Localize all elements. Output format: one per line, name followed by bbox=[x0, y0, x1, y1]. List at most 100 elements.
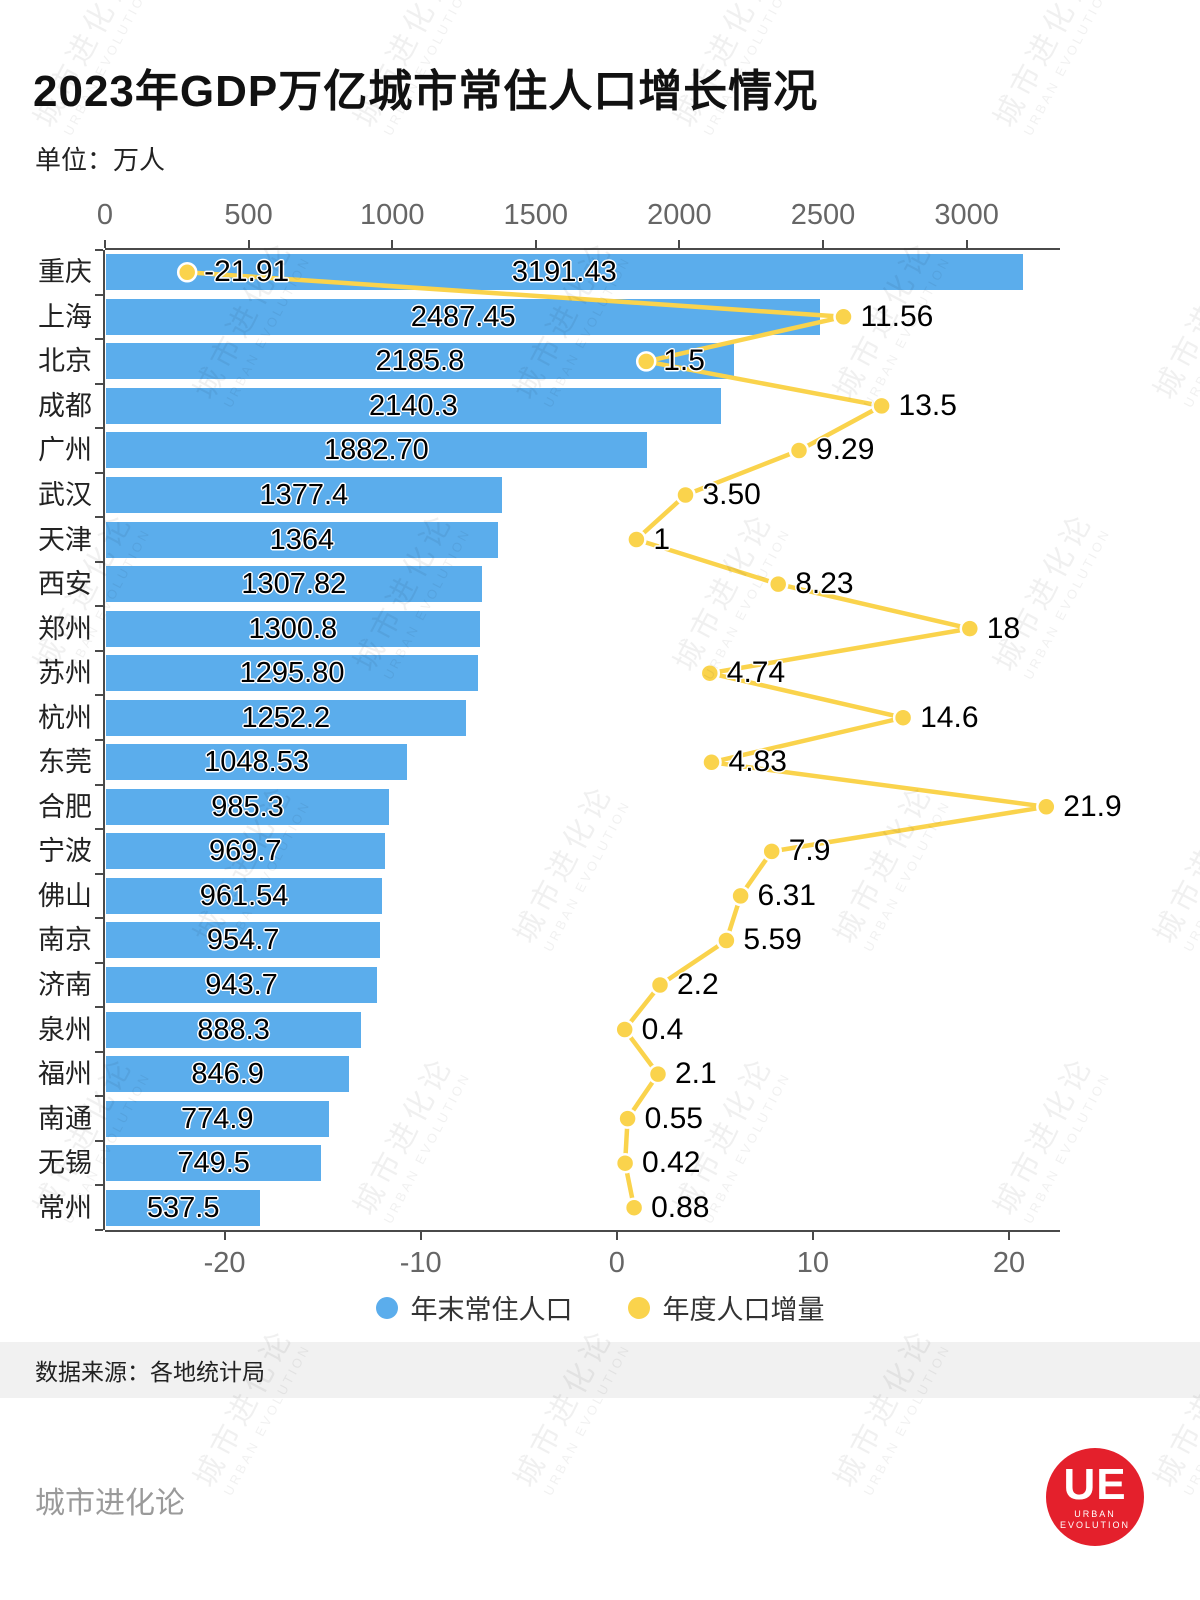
growth-value-label: 2.2 bbox=[676, 968, 719, 1001]
left-axis-tick bbox=[95, 1184, 103, 1187]
category-label: 泉州 bbox=[38, 1014, 92, 1045]
ue-logo: UE URBAN EVOLUTION bbox=[1046, 1448, 1144, 1546]
growth-point bbox=[959, 618, 981, 639]
left-axis-tick bbox=[95, 293, 103, 296]
top-axis-tick bbox=[247, 240, 250, 248]
bottom-axis-tick bbox=[1008, 1232, 1010, 1240]
growth-point bbox=[716, 930, 737, 951]
left-axis-tick bbox=[95, 605, 103, 608]
growth-value-label: 11.56 bbox=[860, 299, 934, 333]
top-axis-tick-label: 1000 bbox=[359, 199, 425, 231]
bottom-axis-tick bbox=[615, 1232, 618, 1240]
population-bar bbox=[106, 877, 383, 914]
line-series-swatch bbox=[627, 1296, 650, 1319]
population-bar bbox=[106, 833, 385, 870]
population-bar-value: 846.9 bbox=[191, 1058, 264, 1091]
population-bar-value: 985.3 bbox=[211, 790, 284, 823]
population-bar-value: 888.3 bbox=[197, 1013, 270, 1046]
population-bar bbox=[106, 254, 1023, 291]
legend-item-growth: 年度人口增量 bbox=[627, 1288, 825, 1327]
category-label: 东莞 bbox=[38, 747, 92, 778]
data-source: 数据来源：各地统计局 bbox=[35, 1359, 265, 1385]
left-axis-tick bbox=[95, 694, 103, 697]
left-axis-tick bbox=[95, 961, 103, 964]
population-bar-value: 2185.8 bbox=[375, 345, 465, 378]
legend-item-population: 年末常住人口 bbox=[375, 1288, 573, 1327]
population-bar bbox=[106, 788, 389, 825]
growth-value-label: 21.9 bbox=[1063, 789, 1122, 823]
category-label: 南通 bbox=[38, 1103, 92, 1134]
growth-point bbox=[730, 885, 751, 907]
growth-point bbox=[761, 841, 782, 862]
population-bar bbox=[106, 1189, 261, 1226]
category-label: 西安 bbox=[38, 569, 92, 600]
growth-point bbox=[614, 1019, 635, 1040]
growth-value-label: -21.91 bbox=[204, 255, 290, 289]
population-bar-value: 954.7 bbox=[206, 924, 280, 957]
growth-point bbox=[617, 1108, 638, 1129]
bar-series-swatch bbox=[375, 1296, 398, 1319]
top-axis-tick-label: 2500 bbox=[790, 199, 856, 231]
category-label: 宁波 bbox=[38, 836, 92, 867]
top-axis-tick bbox=[391, 240, 394, 248]
population-bar-value: 2140.3 bbox=[369, 389, 458, 422]
population-bar-value: 774.9 bbox=[180, 1102, 254, 1135]
population-bar-value: 1295.80 bbox=[239, 657, 345, 690]
unit-label: 单位：万人 bbox=[35, 145, 166, 175]
population-bar-value: 749.5 bbox=[177, 1147, 250, 1180]
population-bar-value: 3191.43 bbox=[511, 256, 617, 289]
population-bar-value: 1364 bbox=[269, 523, 335, 556]
bottom-axis-tick bbox=[223, 1232, 226, 1240]
category-label: 杭州 bbox=[38, 702, 92, 733]
category-label: 济南 bbox=[38, 970, 92, 1000]
left-axis-tick bbox=[95, 560, 103, 563]
growth-point bbox=[767, 573, 789, 595]
population-bar-value: 1882.70 bbox=[323, 434, 429, 467]
growth-point bbox=[647, 1063, 669, 1085]
growth-point bbox=[699, 662, 721, 684]
growth-point bbox=[788, 440, 810, 461]
growth-point bbox=[1036, 796, 1057, 818]
left-axis-tick bbox=[95, 783, 103, 786]
growth-value-label: 0.88 bbox=[651, 1190, 710, 1224]
left-axis-tick bbox=[95, 828, 103, 831]
left-axis-tick bbox=[95, 427, 103, 430]
population-bar bbox=[106, 521, 498, 558]
bottom-axis-tick-label: 20 bbox=[992, 1247, 1026, 1279]
left-axis-tick bbox=[95, 249, 103, 251]
top-axis-tick bbox=[822, 240, 825, 248]
population-bar bbox=[106, 1011, 362, 1048]
growth-value-label: 9.29 bbox=[815, 433, 875, 467]
category-label: 天津 bbox=[38, 524, 92, 555]
category-label: 重庆 bbox=[38, 257, 92, 288]
growth-point bbox=[614, 1152, 636, 1174]
footer-brand: 城市进化论 bbox=[35, 1487, 185, 1520]
growth-point bbox=[892, 707, 914, 728]
left-axis-tick bbox=[95, 649, 103, 652]
top-axis-line bbox=[105, 248, 1060, 250]
left-axis-line bbox=[103, 250, 105, 1230]
growth-point bbox=[623, 1197, 645, 1218]
growth-value-label: 8.23 bbox=[795, 567, 854, 601]
growth-value-label: 1 bbox=[653, 522, 671, 556]
bottom-axis-tick-label: 10 bbox=[796, 1247, 830, 1279]
category-label: 合肥 bbox=[38, 791, 92, 822]
growth-value-label: 7.9 bbox=[788, 834, 831, 868]
category-label: 福州 bbox=[38, 1059, 92, 1090]
top-axis-tick-label: 1500 bbox=[503, 199, 569, 231]
population-bar bbox=[106, 1145, 322, 1182]
left-axis-tick bbox=[95, 1139, 103, 1142]
growth-value-label: 13.5 bbox=[898, 388, 957, 422]
growth-point bbox=[649, 974, 671, 996]
left-axis-tick bbox=[95, 1229, 103, 1231]
growth-point bbox=[176, 262, 198, 283]
growth-point bbox=[701, 752, 722, 773]
growth-value-label: 0.4 bbox=[641, 1012, 684, 1046]
bottom-axis-line bbox=[105, 1230, 1060, 1232]
category-label: 北京 bbox=[38, 346, 92, 377]
top-axis-tick-label: 2000 bbox=[647, 199, 712, 231]
population-bar-value: 1048.53 bbox=[204, 746, 309, 779]
population-bar bbox=[106, 566, 482, 603]
growth-value-label: 4.74 bbox=[726, 656, 786, 690]
